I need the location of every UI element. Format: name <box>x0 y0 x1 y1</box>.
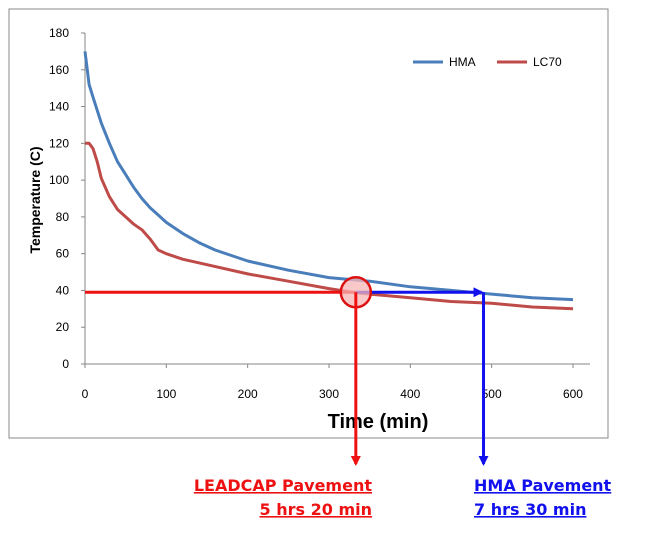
y-ticks: 0 20 40 60 80 100 120 140 160 180 <box>49 26 85 371</box>
x-tick-label: 600 <box>563 387 583 401</box>
y-tick-label: 40 <box>56 283 70 297</box>
x-tick-label: 500 <box>482 387 502 401</box>
series-line-lc70 <box>85 141 574 311</box>
leadcap-time: 5 hrs 20 min <box>260 500 372 519</box>
annotations <box>85 276 489 466</box>
y-tick-label: 180 <box>49 26 69 40</box>
x-tick-label: 0 <box>82 387 89 401</box>
y-tick-label: 120 <box>49 136 69 150</box>
legend: HMA LC70 <box>413 55 562 69</box>
x-tick-label: 400 <box>400 387 420 401</box>
y-tick-label: 20 <box>56 320 70 334</box>
x-tick-label: 200 <box>238 387 258 401</box>
x-ticks: 0 100 200 300 400 500 600 <box>82 364 583 401</box>
y-axis-label: Temperature (C) <box>27 146 43 253</box>
axes <box>84 33 590 365</box>
y-tick-label: 60 <box>56 247 70 261</box>
x-axis-label: Time (min) <box>328 411 429 433</box>
x-tick-label: 300 <box>319 387 339 401</box>
y-tick-label: 100 <box>49 173 69 187</box>
hma-time: 7 hrs 30 min <box>474 500 586 519</box>
leadcap-title: LEADCAP Pavement <box>194 476 373 495</box>
y-tick-label: 140 <box>49 100 69 114</box>
x-tick-label: 100 <box>156 387 176 401</box>
legend-label-lc70: LC70 <box>533 55 562 69</box>
legend-label-hma: HMA <box>449 55 476 69</box>
series-group <box>83 51 574 311</box>
hma-title: HMA Pavement <box>474 476 612 495</box>
y-tick-label: 160 <box>49 63 69 77</box>
y-tick-label: 80 <box>56 210 70 224</box>
series-line-hma <box>83 51 574 302</box>
y-tick-label: 0 <box>62 357 69 371</box>
chart-frame <box>8 8 609 439</box>
